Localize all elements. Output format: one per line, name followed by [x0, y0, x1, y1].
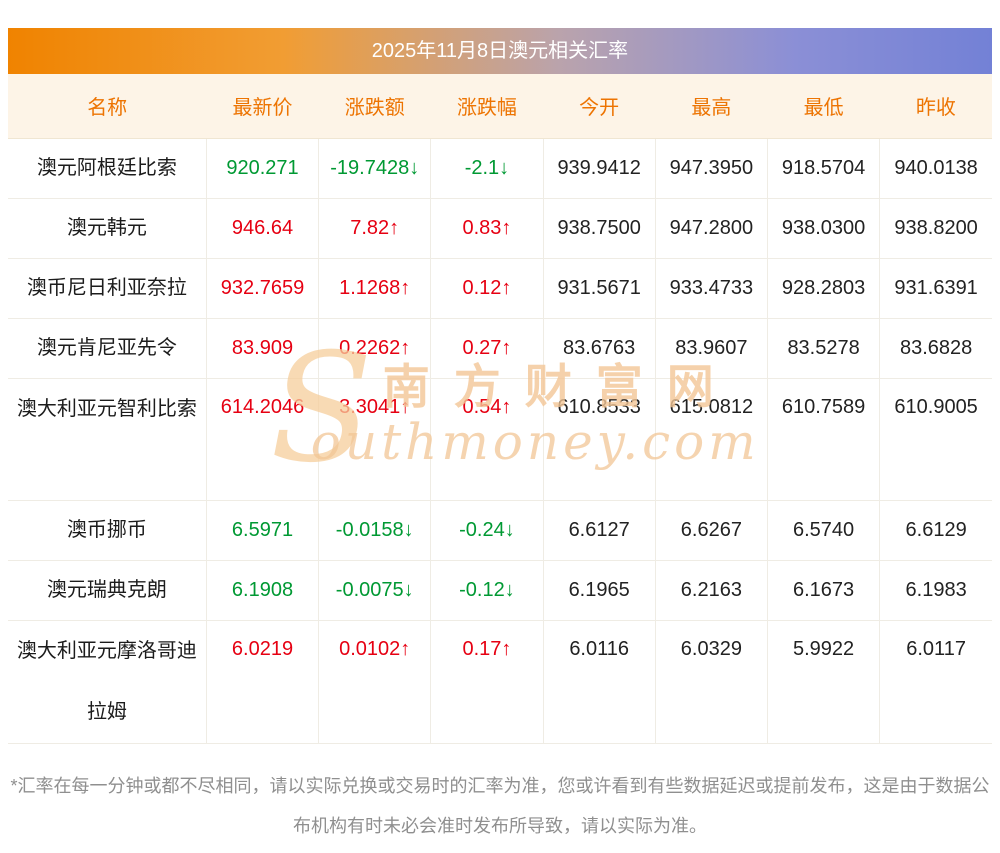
low-cell: 83.5278 [767, 318, 881, 379]
change-amount-cell: 1.1268↑ [318, 258, 432, 319]
pair-name-cell: 澳币尼日利亚奈拉 [8, 258, 207, 319]
header-change-percent: 涨跌幅 [430, 74, 544, 139]
prev-close-cell: 6.6129 [879, 500, 992, 561]
table-row: 澳币挪币 6.5971 -0.0158↓ -0.24↓ 6.6127 6.626… [8, 500, 992, 561]
latest-price-cell: 83.909 [206, 318, 320, 379]
open-cell: 931.5671 [543, 258, 656, 319]
prev-close-cell: 6.1983 [879, 560, 992, 621]
high-cell: 947.3950 [655, 138, 768, 199]
table-header-row: 名称 最新价 涨跌额 涨跌幅 今开 最高 最低 昨收 [8, 74, 992, 139]
title-bar: 2025年11月8日澳元相关汇率 [8, 28, 992, 74]
high-cell: 6.2163 [655, 560, 768, 621]
high-cell: 6.6267 [655, 500, 768, 561]
change-percent-cell: 0.27↑ [430, 318, 544, 379]
latest-price-cell: 6.5971 [206, 500, 320, 561]
open-cell: 6.0116 [543, 620, 656, 744]
pair-name-cell: 澳币挪币 [8, 500, 207, 561]
table-row: 澳元肯尼亚先令 83.909 0.2262↑ 0.27↑ 83.6763 83.… [8, 318, 992, 379]
change-amount-cell: 3.3041↑ [318, 378, 432, 501]
high-cell: 6.0329 [655, 620, 768, 744]
change-amount-cell: -0.0075↓ [318, 560, 432, 621]
latest-price-cell: 920.271 [206, 138, 320, 199]
latest-price-cell: 6.1908 [206, 560, 320, 621]
change-percent-cell: -2.1↓ [430, 138, 544, 199]
prev-close-cell: 931.6391 [879, 258, 992, 319]
high-cell: 83.9607 [655, 318, 768, 379]
low-cell: 610.7589 [767, 378, 881, 501]
prev-close-cell: 6.0117 [879, 620, 992, 744]
header-latest-price: 最新价 [206, 74, 319, 139]
header-open: 今开 [543, 74, 656, 139]
open-cell: 610.8533 [543, 378, 656, 501]
pair-name-cell: 澳元阿根廷比索 [8, 138, 207, 199]
high-cell: 947.2800 [655, 198, 768, 259]
header-change-amount: 涨跌额 [318, 74, 431, 139]
change-amount-cell: -19.7428↓ [318, 138, 432, 199]
change-percent-cell: 0.17↑ [430, 620, 544, 744]
low-cell: 6.1673 [767, 560, 881, 621]
low-cell: 5.9922 [767, 620, 881, 744]
table-row: 澳元瑞典克朗 6.1908 -0.0075↓ -0.12↓ 6.1965 6.2… [8, 560, 992, 621]
header-name: 名称 [8, 74, 207, 139]
pair-name-cell: 澳元瑞典克朗 [8, 560, 207, 621]
change-percent-cell: -0.24↓ [430, 500, 544, 561]
open-cell: 6.1965 [543, 560, 656, 621]
header-high: 最高 [655, 74, 768, 139]
header-low: 最低 [767, 74, 880, 139]
page-container: 2025年11月8日澳元相关汇率 名称 最新价 涨跌额 涨跌幅 今开 最高 最低… [8, 28, 992, 846]
latest-price-cell: 614.2046 [206, 378, 320, 501]
high-cell: 615.0812 [655, 378, 768, 501]
low-cell: 6.5740 [767, 500, 881, 561]
change-amount-cell: -0.0158↓ [318, 500, 432, 561]
table-row: 澳元阿根廷比索 920.271 -19.7428↓ -2.1↓ 939.9412… [8, 138, 992, 199]
change-percent-cell: 0.12↑ [430, 258, 544, 319]
open-cell: 83.6763 [543, 318, 656, 379]
prev-close-cell: 938.8200 [879, 198, 992, 259]
prev-close-cell: 940.0138 [879, 138, 992, 199]
table-row: 澳大利亚元智利比索 614.2046 3.3041↑ 0.54↑ 610.853… [8, 378, 992, 501]
pair-name-cell: 澳大利亚元智利比索 [8, 378, 207, 501]
change-amount-cell: 0.0102↑ [318, 620, 432, 744]
low-cell: 938.0300 [767, 198, 881, 259]
table-row: 澳元韩元 946.64 7.82↑ 0.83↑ 938.7500 947.280… [8, 198, 992, 259]
change-amount-cell: 0.2262↑ [318, 318, 432, 379]
page-title: 2025年11月8日澳元相关汇率 [371, 40, 629, 62]
exchange-rates-table: 名称 最新价 涨跌额 涨跌幅 今开 最高 最低 昨收 澳元阿根廷比索 920.2… [8, 74, 992, 744]
low-cell: 918.5704 [767, 138, 881, 199]
open-cell: 938.7500 [543, 198, 656, 259]
pair-name-cell: 澳大利亚元摩洛哥迪拉姆 [8, 620, 207, 744]
open-cell: 939.9412 [543, 138, 656, 199]
pair-name-cell: 澳元韩元 [8, 198, 207, 259]
latest-price-cell: 6.0219 [206, 620, 320, 744]
latest-price-cell: 932.7659 [206, 258, 320, 319]
high-cell: 933.4733 [655, 258, 768, 319]
table-row: 澳大利亚元摩洛哥迪拉姆 6.0219 0.0102↑ 0.17↑ 6.0116 … [8, 620, 992, 744]
prev-close-cell: 83.6828 [879, 318, 992, 379]
disclaimer-note: *汇率在每一分钟或都不尽相同，请以实际兑换或交易时的汇率为准，您或许看到有些数据… [10, 775, 990, 836]
change-percent-cell: 0.54↑ [430, 378, 544, 501]
low-cell: 928.2803 [767, 258, 881, 319]
open-cell: 6.6127 [543, 500, 656, 561]
change-percent-cell: 0.83↑ [430, 198, 544, 259]
header-prev-close: 昨收 [879, 74, 992, 139]
change-amount-cell: 7.82↑ [318, 198, 432, 259]
change-percent-cell: -0.12↓ [430, 560, 544, 621]
table-row: 澳币尼日利亚奈拉 932.7659 1.1268↑ 0.12↑ 931.5671… [8, 258, 992, 319]
pair-name-cell: 澳元肯尼亚先令 [8, 318, 207, 379]
prev-close-cell: 610.9005 [879, 378, 992, 501]
latest-price-cell: 946.64 [206, 198, 320, 259]
